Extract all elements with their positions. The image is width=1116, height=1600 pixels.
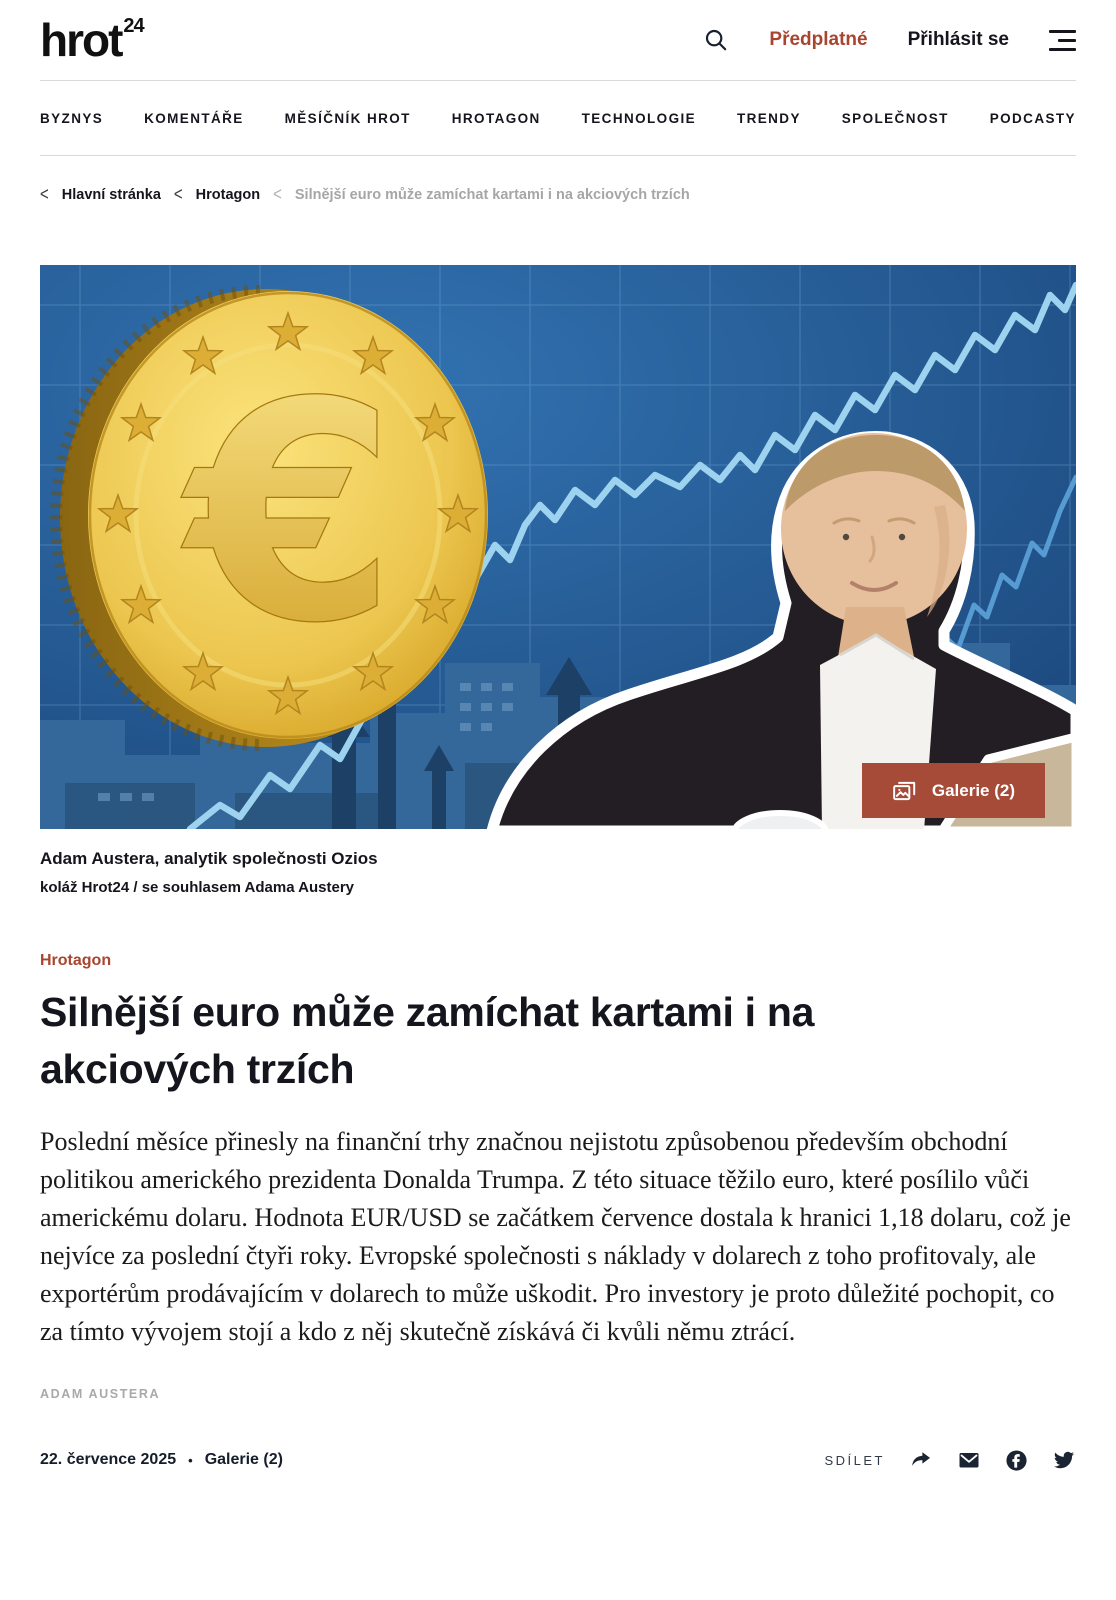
nav-item-podcasty[interactable]: PODCASTY — [989, 110, 1076, 126]
logo-text: hrot — [40, 14, 123, 66]
nav-item-komentare[interactable]: KOMENTÁŘE — [144, 110, 244, 126]
facebook-icon[interactable] — [1005, 1449, 1028, 1472]
site-logo[interactable]: hrot 24 — [40, 14, 145, 66]
hero-figure: € — [40, 265, 1076, 896]
article-lead: Poslední měsíce přinesly na finanční trh… — [40, 1127, 1071, 1346]
breadcrumb-home[interactable]: Hlavní stránka — [61, 186, 161, 203]
header-actions: Předplatné Přihlásit se — [703, 27, 1076, 53]
image-credit: koláž Hrot24 / se souhlasem Adama Auster… — [40, 879, 355, 896]
hero-image: € — [40, 265, 1076, 829]
chevron-left-icon: < — [173, 186, 183, 203]
image-caption: Adam Austera, analytik společnosti Ozios — [40, 849, 378, 868]
meta-separator: • — [188, 1452, 193, 1468]
breadcrumb-section[interactable]: Hrotagon — [195, 186, 261, 203]
logo-superscript: 24 — [123, 15, 144, 37]
article-footer: 22. července 2025 • Galerie (2) SDÍLET — [40, 1437, 1076, 1496]
article: Hrotagon Silnější euro může zamíchat kar… — [40, 896, 1076, 1401]
euro-symbol: € — [178, 339, 396, 688]
footer-gallery-link[interactable]: Galerie (2) — [204, 1451, 283, 1469]
breadcrumb: < Hlavní stránka < Hrotagon < Silnější e… — [40, 186, 1076, 203]
article-meta: 22. července 2025 • Galerie (2) — [40, 1451, 283, 1469]
analyst-cutout — [486, 431, 1076, 829]
hero-collage: € — [40, 265, 1076, 829]
share-arrow-icon[interactable] — [909, 1449, 933, 1471]
chevron-left-icon: < — [273, 186, 282, 203]
publish-date: 22. července 2025 — [40, 1451, 177, 1469]
search-icon[interactable] — [703, 27, 729, 53]
chevron-left-icon: < — [40, 186, 49, 203]
hamburger-menu-icon[interactable] — [1049, 29, 1076, 51]
euro-coin: € — [50, 285, 488, 751]
nav-item-technologie[interactable]: TECHNOLOGIE — [581, 110, 697, 126]
email-icon[interactable] — [957, 1449, 981, 1471]
gallery-button[interactable]: Galerie (2) — [861, 763, 1045, 818]
nav-item-mesicnik-hrot[interactable]: MĚSÍČNÍK HROT — [284, 110, 411, 126]
breadcrumb-current: Silnější euro může zamíchat kartami i na… — [294, 186, 690, 203]
share-label: SDÍLET — [824, 1452, 885, 1468]
coffee-cup — [731, 810, 829, 829]
main-nav: BYZNYS KOMENTÁŘE MĚSÍČNÍK HROT HROTAGON … — [40, 81, 1076, 155]
share-bar: SDÍLET — [824, 1449, 1076, 1472]
nav-item-spolecnost[interactable]: SPOLEČNOST — [841, 110, 949, 126]
gallery-button-label: Galerie (2) — [931, 780, 1015, 800]
login-link[interactable]: Přihlásit se — [907, 29, 1009, 50]
nav-item-trendy[interactable]: TRENDY — [736, 110, 801, 126]
nav-divider — [40, 155, 1076, 156]
nav-item-hrotagon[interactable]: HROTAGON — [451, 110, 541, 126]
gallery-icon — [893, 781, 916, 800]
category-link[interactable]: Hrotagon — [40, 952, 112, 969]
twitter-icon[interactable] — [1052, 1449, 1076, 1471]
subscribe-link[interactable]: Předplatné — [769, 29, 868, 50]
site-header: hrot 24 Předplatné Přihlásit se — [40, 0, 1076, 80]
page: hrot 24 Předplatné Přihlásit se BYZNYS K… — [40, 0, 1076, 1496]
nav-item-byznys[interactable]: BYZNYS — [40, 110, 104, 126]
header-divider — [40, 80, 1076, 81]
article-author: ADAM AUSTERA — [40, 1386, 161, 1401]
article-title: Silnější euro může zamíchat kartami i na… — [40, 989, 815, 1092]
